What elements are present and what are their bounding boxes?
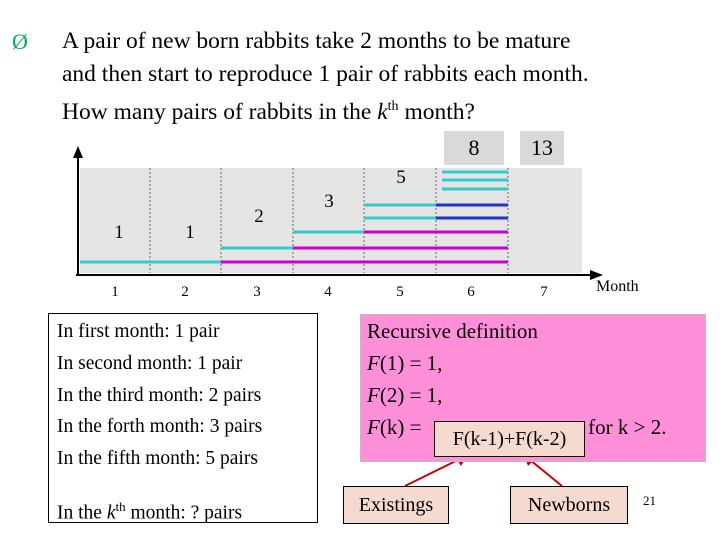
recursive-formula-tag: F(k-1)+F(k-2)	[434, 421, 585, 457]
month-axis-label: Month	[596, 278, 639, 295]
y-axis-arrow	[73, 146, 83, 158]
bullet-arrow-icon: Ø	[12, 29, 28, 54]
month-6: 6	[467, 284, 475, 300]
recursive-condition: , for k > 2.	[577, 415, 667, 439]
bar-label-m4: 3	[324, 191, 334, 212]
question-line-3: How many pairs of rabbits in the kth mon…	[62, 92, 475, 127]
bar-label-m1: 1	[114, 222, 124, 243]
top-label-8: 8	[444, 131, 504, 165]
newborns-tag: Newborns	[510, 486, 628, 524]
month-5: 5	[396, 284, 404, 300]
kth-prefix: In the	[57, 502, 107, 524]
count-line-kth: In the kth month: ? pairs	[57, 491, 317, 529]
month-7: 7	[540, 284, 548, 300]
recursive-fk-lhs: (k) =	[379, 415, 427, 439]
question-line-2: and then start to reproduce 1 pair of ra…	[62, 61, 589, 87]
count-line-1: In first month: 1 pair	[57, 321, 220, 342]
bar-label-m2: 1	[185, 222, 195, 243]
recursive-f2: F(2) = 1,	[367, 383, 443, 407]
page-number: 21	[643, 493, 656, 508]
recursive-f1: F(1) = 1,	[367, 351, 443, 375]
bar-label-m5: 5	[396, 167, 406, 188]
count-line-5: In the fifth month: 5 pairs	[57, 448, 258, 470]
month-dividers	[149, 168, 509, 273]
question-line-3-suffix: month?	[398, 98, 475, 125]
existings-tag: Existings	[343, 486, 449, 524]
month-1: 1	[111, 284, 119, 300]
question-var-k: k	[377, 98, 388, 125]
recursive-fk: F(k) = , for k > 2.	[367, 415, 667, 439]
bar-label-m3: 2	[254, 206, 264, 227]
top-label-13: 13	[520, 131, 564, 165]
recursive-f1-text: (1) = 1,	[379, 351, 443, 375]
month-2: 2	[181, 284, 189, 300]
kth-sup: th	[115, 498, 126, 514]
question-line-1: A pair of new born rabbits take 2 months…	[62, 28, 571, 54]
question-sup-th: th	[387, 99, 399, 114]
question-line-3-prefix: How many pairs of rabbits in the	[62, 98, 378, 125]
count-line-4: In the forth month: 3 pairs	[57, 416, 263, 438]
month-4: 4	[324, 284, 332, 300]
monthly-counts-box: In first month: 1 pair In second month: …	[48, 313, 318, 523]
kth-suffix: month: ? pairs	[125, 502, 243, 524]
recursive-title: Recursive definition	[367, 319, 538, 343]
month-3: 3	[253, 284, 261, 300]
x-axis-arrow	[590, 270, 603, 280]
recursive-f2-text: (2) = 1,	[379, 383, 443, 407]
count-line-3: In the third month: 2 pairs	[57, 384, 262, 406]
kth-var: k	[106, 502, 116, 524]
diagram-panel	[80, 168, 582, 273]
count-line-2: In second month: 1 pair	[57, 352, 243, 374]
